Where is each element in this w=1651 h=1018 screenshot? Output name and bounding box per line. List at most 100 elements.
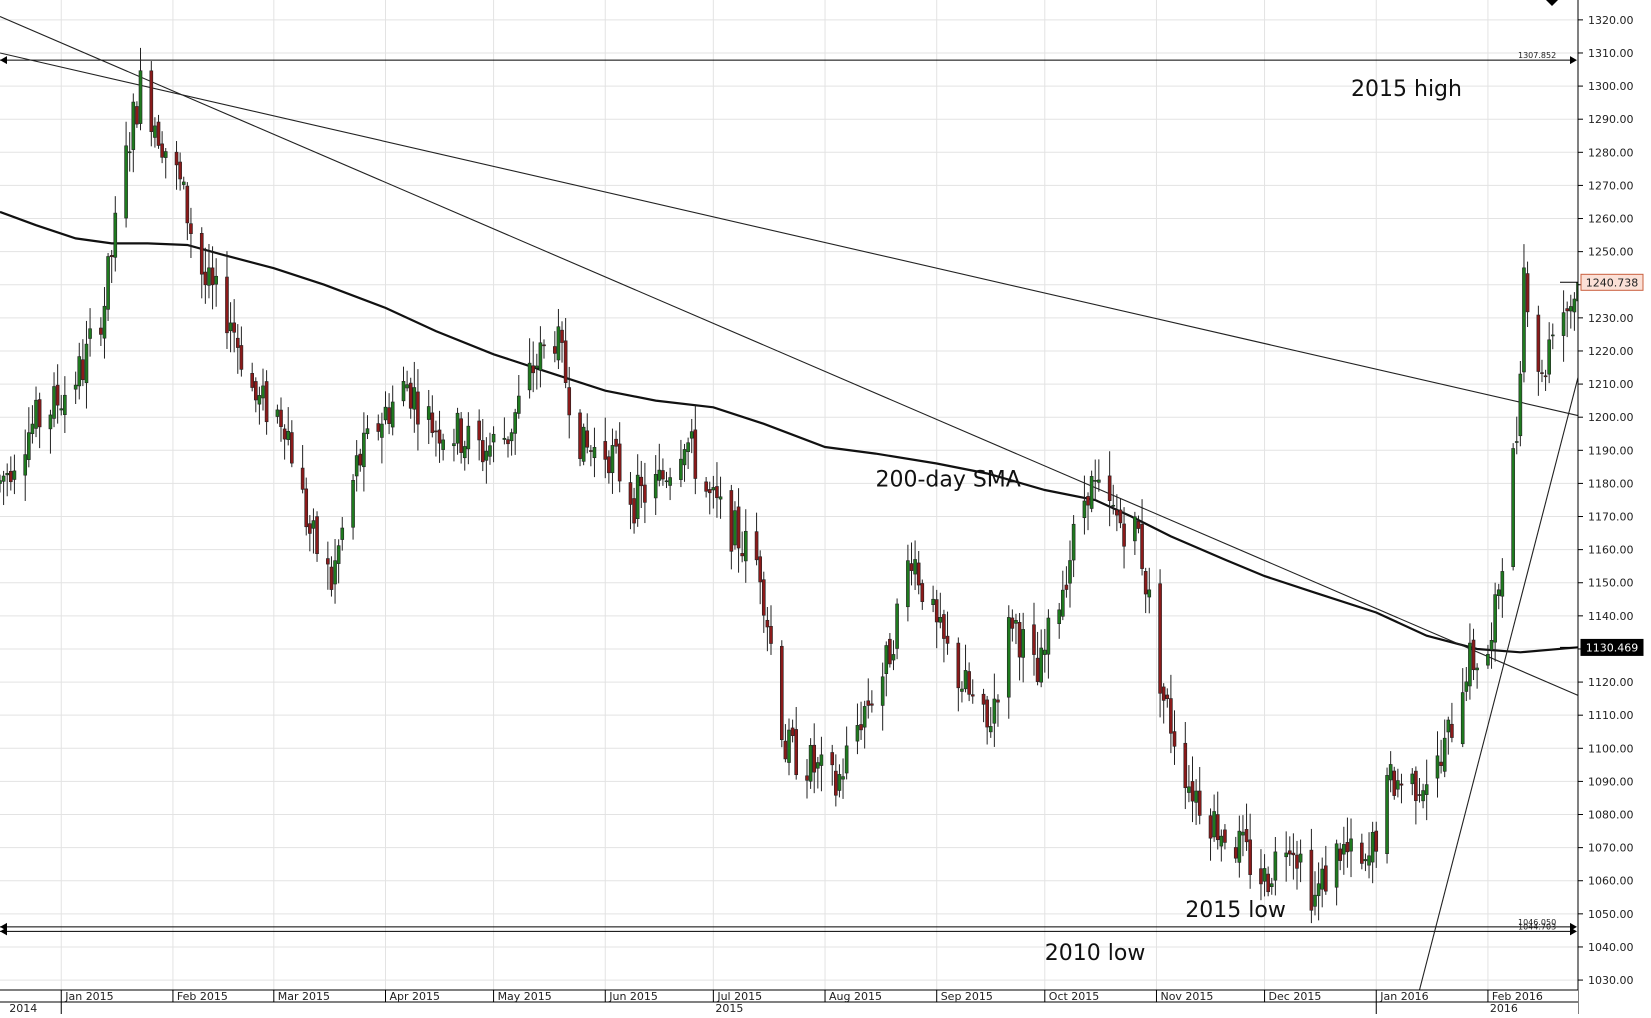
candle-body <box>736 506 741 549</box>
candle-body <box>1360 842 1364 864</box>
candle <box>124 121 128 228</box>
candle-body <box>84 343 89 384</box>
candle-body <box>160 143 164 158</box>
candle-body <box>459 418 463 453</box>
candle <box>1464 667 1469 702</box>
candle-body <box>99 327 103 335</box>
candle-body <box>1241 831 1245 836</box>
candle-body <box>1061 589 1065 617</box>
candle <box>390 385 395 436</box>
candle-body <box>1172 731 1177 747</box>
candle-body <box>920 583 925 602</box>
candle-body <box>1089 476 1094 509</box>
candle-body <box>1550 334 1555 337</box>
candle-body <box>340 527 345 540</box>
candle-body <box>365 428 370 435</box>
candle-body <box>711 487 716 491</box>
candle <box>960 681 964 703</box>
x-tick-label: Nov 2015 <box>1160 990 1213 1003</box>
candle <box>412 361 417 433</box>
candle <box>1143 567 1148 614</box>
candle-body <box>1320 868 1325 890</box>
candle <box>1500 558 1505 618</box>
candle <box>253 377 258 413</box>
candle <box>156 114 161 149</box>
candle <box>916 551 921 595</box>
candle <box>1086 492 1090 531</box>
x-tick-label: Aug 2015 <box>829 990 882 1003</box>
candle-body <box>135 106 139 125</box>
candle-body <box>232 322 236 333</box>
candle-body <box>362 432 366 468</box>
candle <box>970 679 975 704</box>
candle-body <box>376 423 381 432</box>
candle <box>387 393 391 435</box>
candle <box>1550 323 1555 350</box>
candle <box>239 326 244 377</box>
candle <box>617 422 622 493</box>
x-tick-label: Apr 2015 <box>389 990 440 1003</box>
y-tick-label: 1300.00 <box>1588 80 1634 93</box>
y-tick-label: 1190.00 <box>1588 444 1634 457</box>
candle <box>408 377 413 419</box>
candle-body <box>1064 584 1069 590</box>
candle <box>560 321 564 363</box>
candle-body <box>488 445 492 457</box>
candle <box>891 640 896 671</box>
candle-body <box>250 373 254 388</box>
candle-body <box>603 441 608 460</box>
candle <box>733 501 737 550</box>
y-tick-label: 1150.00 <box>1588 577 1634 590</box>
candle-body <box>614 438 618 447</box>
candle-body <box>563 340 568 383</box>
candle <box>1042 628 1047 673</box>
candle <box>380 412 384 464</box>
candle-body <box>812 744 817 773</box>
candle-body <box>1442 737 1447 772</box>
candle <box>909 542 914 586</box>
level-arrow-left-icon <box>0 56 7 65</box>
candle <box>261 368 265 411</box>
candle-body <box>1187 786 1191 793</box>
candle <box>1133 511 1137 555</box>
candle-body <box>981 693 986 705</box>
candle-body <box>214 275 218 285</box>
candle-body <box>560 329 564 343</box>
candle-body <box>351 479 355 528</box>
candle <box>578 409 582 467</box>
candle-body <box>203 271 208 286</box>
candle <box>1572 292 1577 331</box>
candle-body <box>163 151 168 158</box>
candle <box>1410 768 1415 796</box>
candle <box>862 700 867 749</box>
candle-body <box>1183 742 1188 789</box>
candle <box>477 409 481 461</box>
candle <box>639 460 644 508</box>
y-tick-label: 1090.00 <box>1588 775 1634 788</box>
candle-body <box>73 384 78 390</box>
candle <box>1385 767 1389 864</box>
candle-body <box>769 625 773 644</box>
candle-body <box>1017 622 1022 658</box>
candle <box>1450 702 1454 743</box>
candle <box>1460 668 1465 748</box>
candle <box>1244 803 1249 851</box>
candle-body <box>1295 854 1299 869</box>
candle <box>1345 817 1350 868</box>
x-tick-label: Jan 2015 <box>64 990 113 1003</box>
candle-body <box>938 616 943 623</box>
candle-body <box>1565 308 1569 312</box>
x-year-label: 2014 <box>9 1002 37 1014</box>
candle <box>870 690 874 713</box>
candle-body <box>1086 496 1090 506</box>
candle <box>358 448 363 472</box>
candle <box>1414 766 1418 825</box>
candle <box>834 754 838 807</box>
x-tick-label: Jan 2016 <box>1379 990 1428 1003</box>
candle <box>1183 722 1188 810</box>
candle <box>207 243 211 299</box>
candle-body <box>1313 894 1317 907</box>
y-tick-label: 1080.00 <box>1588 809 1634 822</box>
y-tick-label: 1320.00 <box>1588 14 1634 27</box>
candle-body <box>1385 775 1389 854</box>
